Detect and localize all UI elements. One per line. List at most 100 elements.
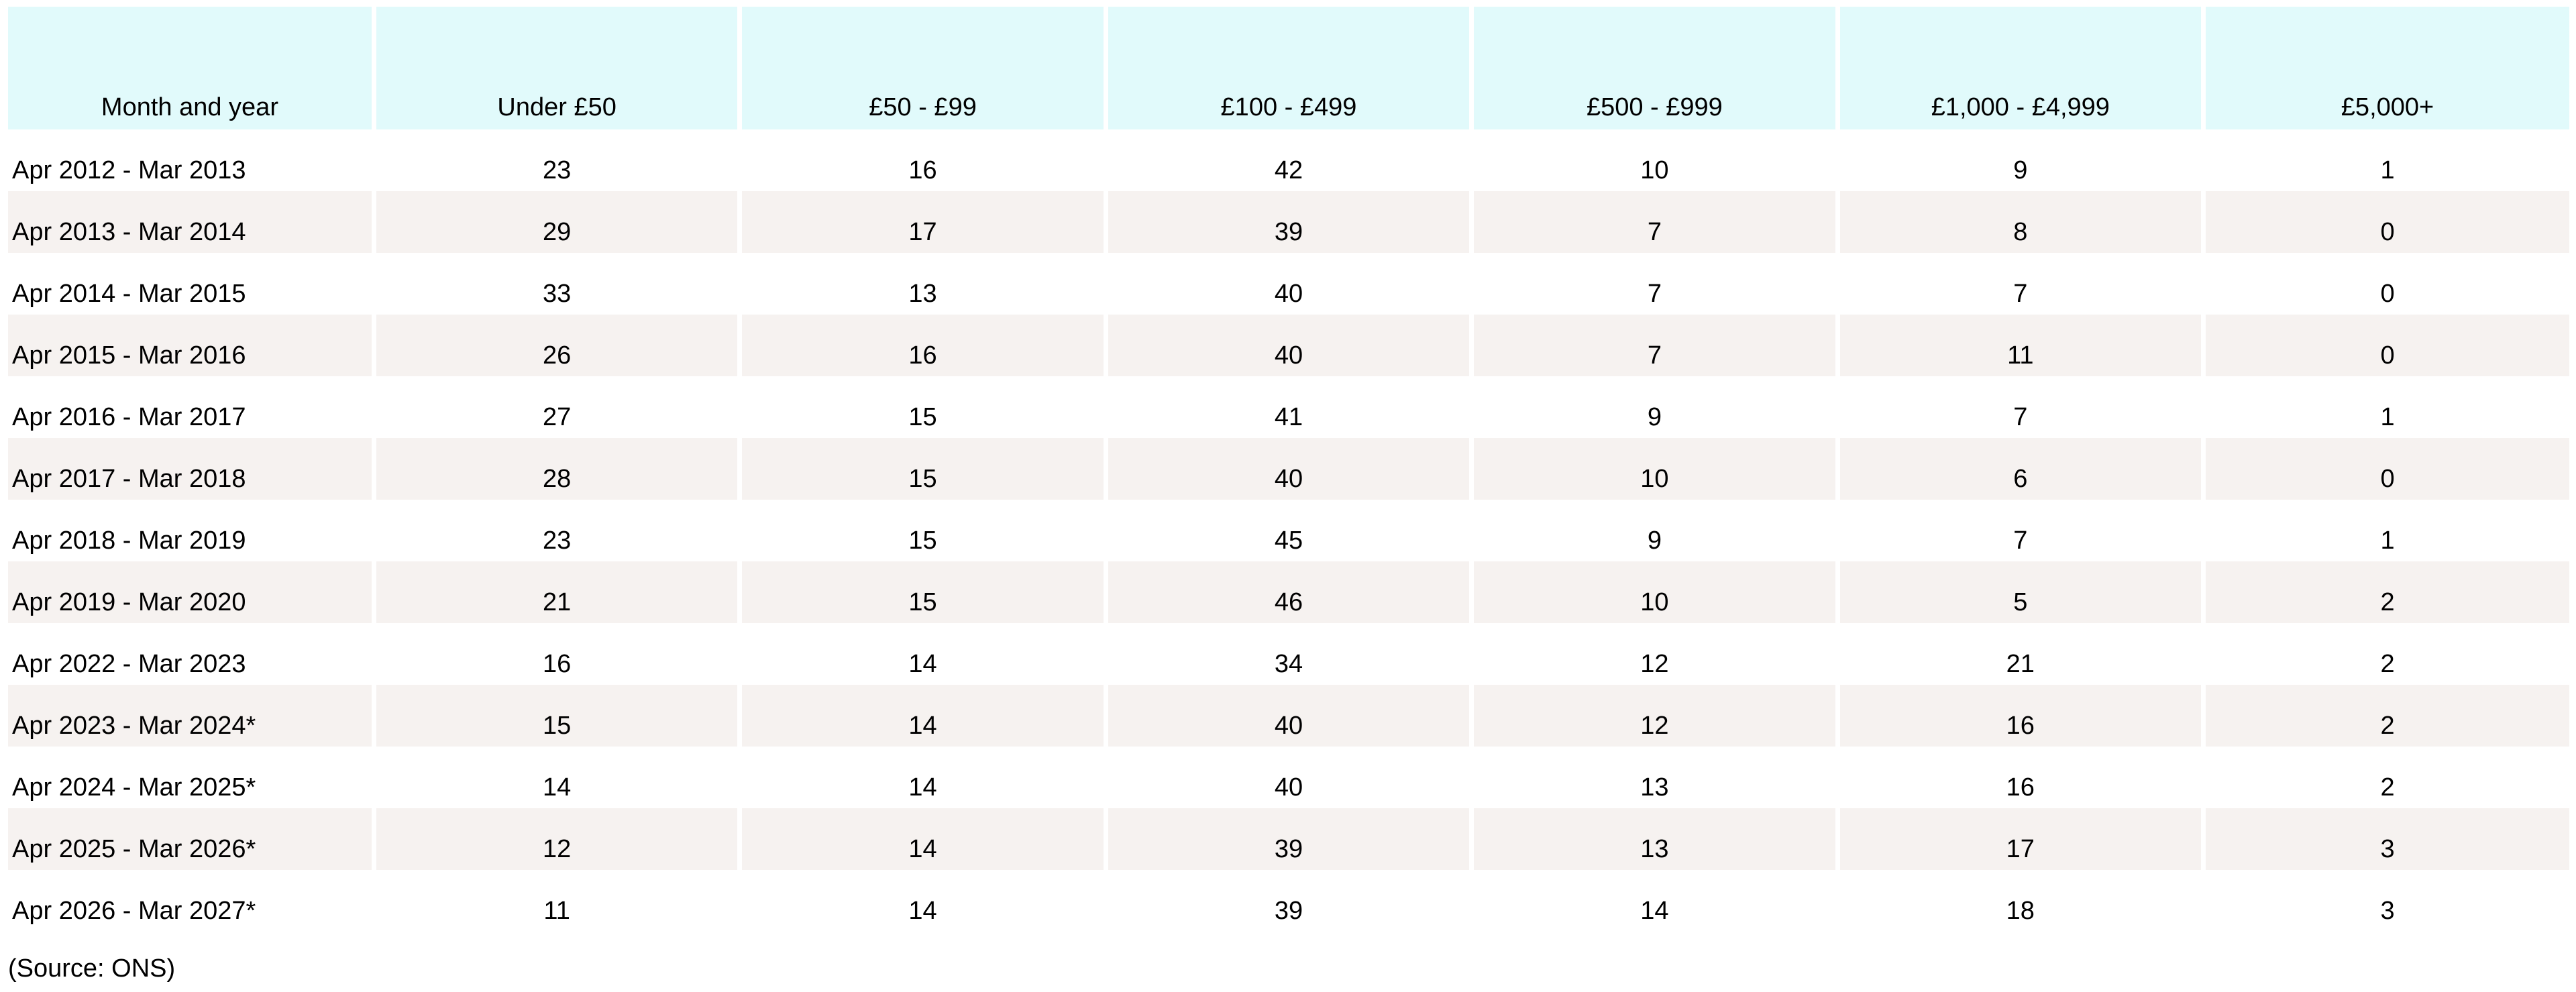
value-cell: 14 bbox=[374, 747, 743, 808]
row-label-cell: Apr 2015 - Mar 2016 bbox=[8, 315, 376, 376]
value-cell: 14 bbox=[739, 808, 1108, 870]
table-header: Month and year Under £50 £50 - £99 £100 … bbox=[8, 7, 2569, 129]
value-cell: 1 bbox=[2380, 156, 2395, 184]
value-cell: 2 bbox=[2380, 773, 2395, 802]
column-header-100-499: £100 - £499 bbox=[1106, 7, 1474, 129]
value-cell: 27 bbox=[374, 376, 743, 438]
value-cell: 40 bbox=[1106, 685, 1474, 747]
value-cell: 7 bbox=[1471, 191, 1840, 253]
row-label-cell: Apr 2017 - Mar 2018 bbox=[8, 438, 376, 500]
value-cell: 14 bbox=[739, 747, 1108, 808]
row-label-cell: Apr 2012 - Mar 2013 bbox=[8, 129, 376, 191]
value-cell: 42 bbox=[1106, 129, 1474, 191]
column-header-1000-4999: £1,000 - £4,999 bbox=[1837, 7, 2206, 129]
value-cell: 8 bbox=[1837, 191, 2206, 253]
value-cell: 3 bbox=[2380, 897, 2395, 925]
value-cell: 0 bbox=[2380, 280, 2395, 308]
row-label-cell: Apr 2014 - Mar 2015 bbox=[8, 253, 376, 315]
value-cell: 1 bbox=[2380, 403, 2395, 431]
value-cell: 15 bbox=[739, 438, 1108, 500]
table-body: Apr 2012 - Mar 2013 23 16 42 10 9 1 Apr 2013 - … bbox=[8, 129, 2569, 932]
value-cell: 14 bbox=[739, 685, 1108, 747]
value-cell: 0 bbox=[2203, 191, 2569, 253]
value-cell: 10 bbox=[1471, 561, 1840, 623]
value-cell: 18 bbox=[1837, 870, 2206, 932]
value-cell: 13 bbox=[739, 253, 1108, 315]
value-cell: 46 bbox=[1106, 561, 1474, 623]
value-cell: 14 bbox=[739, 870, 1108, 932]
value-cell: 17 bbox=[739, 191, 1108, 253]
value-cell: 39 bbox=[1106, 870, 1474, 932]
value-cell: 13 bbox=[1471, 747, 1840, 808]
value-cell: 15 bbox=[739, 500, 1108, 561]
value-cell: 45 bbox=[1106, 500, 1474, 561]
column-header-month-and-year: Month and year bbox=[8, 7, 376, 129]
value-cell: 39 bbox=[1106, 808, 1474, 870]
table-row: Apr 2022 - Mar 2023 16 14 34 12 21 2 bbox=[8, 623, 2569, 685]
source-note: (Source: ONS) bbox=[8, 954, 176, 983]
value-cell: 7 bbox=[1471, 315, 1840, 376]
value-cell: 10 bbox=[1471, 129, 1840, 191]
value-cell: 3 bbox=[2203, 808, 2569, 870]
table-row: Apr 2017 - Mar 2018 28 15 40 10 6 0 bbox=[8, 438, 2569, 500]
row-label-cell: Apr 2016 - Mar 2017 bbox=[8, 376, 376, 438]
row-label-cell: Apr 2026 - Mar 2027* bbox=[8, 870, 376, 932]
row-label-cell: Apr 2022 - Mar 2023 bbox=[8, 623, 376, 685]
value-cell: 11 bbox=[1837, 315, 2206, 376]
value-cell: 16 bbox=[739, 129, 1108, 191]
value-cell: 13 bbox=[1471, 808, 1840, 870]
value-cell: 12 bbox=[1471, 685, 1840, 747]
table-row: Apr 2016 - Mar 2017 27 15 41 9 7 1 bbox=[8, 376, 2569, 438]
value-cell: 7 bbox=[1837, 253, 2206, 315]
value-cell: 2 bbox=[2203, 685, 2569, 747]
value-cell: 2 bbox=[2380, 650, 2395, 678]
table-row: Apr 2014 - Mar 2015 33 13 40 7 7 0 bbox=[8, 253, 2569, 315]
value-cell: 10 bbox=[1471, 438, 1840, 500]
row-label-cell: Apr 2025 - Mar 2026* bbox=[8, 808, 376, 870]
value-cell: 21 bbox=[1837, 623, 2206, 685]
table-row: Apr 2013 - Mar 2014 29 17 39 7 8 0 bbox=[8, 191, 2569, 253]
table-row: Apr 2023 - Mar 2024* 15 14 40 12 16 2 bbox=[8, 685, 2569, 747]
value-cell: 7 bbox=[1837, 500, 2206, 561]
value-cell: 16 bbox=[1837, 747, 2206, 808]
table-row: Apr 2018 - Mar 2019 23 15 45 9 7 1 bbox=[8, 500, 2569, 561]
value-cell: 40 bbox=[1106, 315, 1474, 376]
table-row: Apr 2026 - Mar 2027* 11 14 39 14 18 3 bbox=[8, 870, 2569, 932]
column-header-under-50: Under £50 bbox=[374, 7, 743, 129]
value-cell: 1 bbox=[2380, 527, 2395, 555]
value-cell: 15 bbox=[739, 376, 1108, 438]
value-cell: 41 bbox=[1106, 376, 1474, 438]
column-header-5000-plus: £5,000+ bbox=[2203, 7, 2569, 129]
value-cell: 21 bbox=[374, 561, 743, 623]
row-label-cell: Apr 2018 - Mar 2019 bbox=[8, 500, 376, 561]
value-cell: 11 bbox=[374, 870, 743, 932]
value-cell: 12 bbox=[1471, 623, 1840, 685]
value-cell: 0 bbox=[2203, 315, 2569, 376]
row-label-cell: Apr 2019 - Mar 2020 bbox=[8, 561, 376, 623]
value-cell: 23 bbox=[374, 129, 743, 191]
value-cell: 16 bbox=[1837, 685, 2206, 747]
value-cell: 40 bbox=[1106, 747, 1474, 808]
value-cell: 9 bbox=[1837, 129, 2206, 191]
column-header-50-99: £50 - £99 bbox=[739, 7, 1108, 129]
value-cell: 17 bbox=[1837, 808, 2206, 870]
value-cell: 26 bbox=[374, 315, 743, 376]
column-header-500-999: £500 - £999 bbox=[1471, 7, 1840, 129]
value-cell: 40 bbox=[1106, 438, 1474, 500]
data-table: Month and year Under £50 £50 - £99 £100 … bbox=[8, 7, 2569, 932]
row-label-cell: Apr 2013 - Mar 2014 bbox=[8, 191, 376, 253]
value-cell: 9 bbox=[1471, 500, 1840, 561]
table-row: Apr 2025 - Mar 2026* 12 14 39 13 17 3 bbox=[8, 808, 2569, 870]
value-cell: 23 bbox=[374, 500, 743, 561]
table-row: Apr 2012 - Mar 2013 23 16 42 10 9 1 bbox=[8, 129, 2569, 191]
value-cell: 0 bbox=[2203, 438, 2569, 500]
data-table-container: Month and year Under £50 £50 - £99 £100 … bbox=[8, 7, 2569, 981]
value-cell: 14 bbox=[739, 623, 1108, 685]
value-cell: 12 bbox=[374, 808, 743, 870]
table-row: Apr 2024 - Mar 2025* 14 14 40 13 16 2 bbox=[8, 747, 2569, 808]
value-cell: 15 bbox=[374, 685, 743, 747]
value-cell: 9 bbox=[1471, 376, 1840, 438]
value-cell: 28 bbox=[374, 438, 743, 500]
value-cell: 33 bbox=[374, 253, 743, 315]
value-cell: 16 bbox=[739, 315, 1108, 376]
